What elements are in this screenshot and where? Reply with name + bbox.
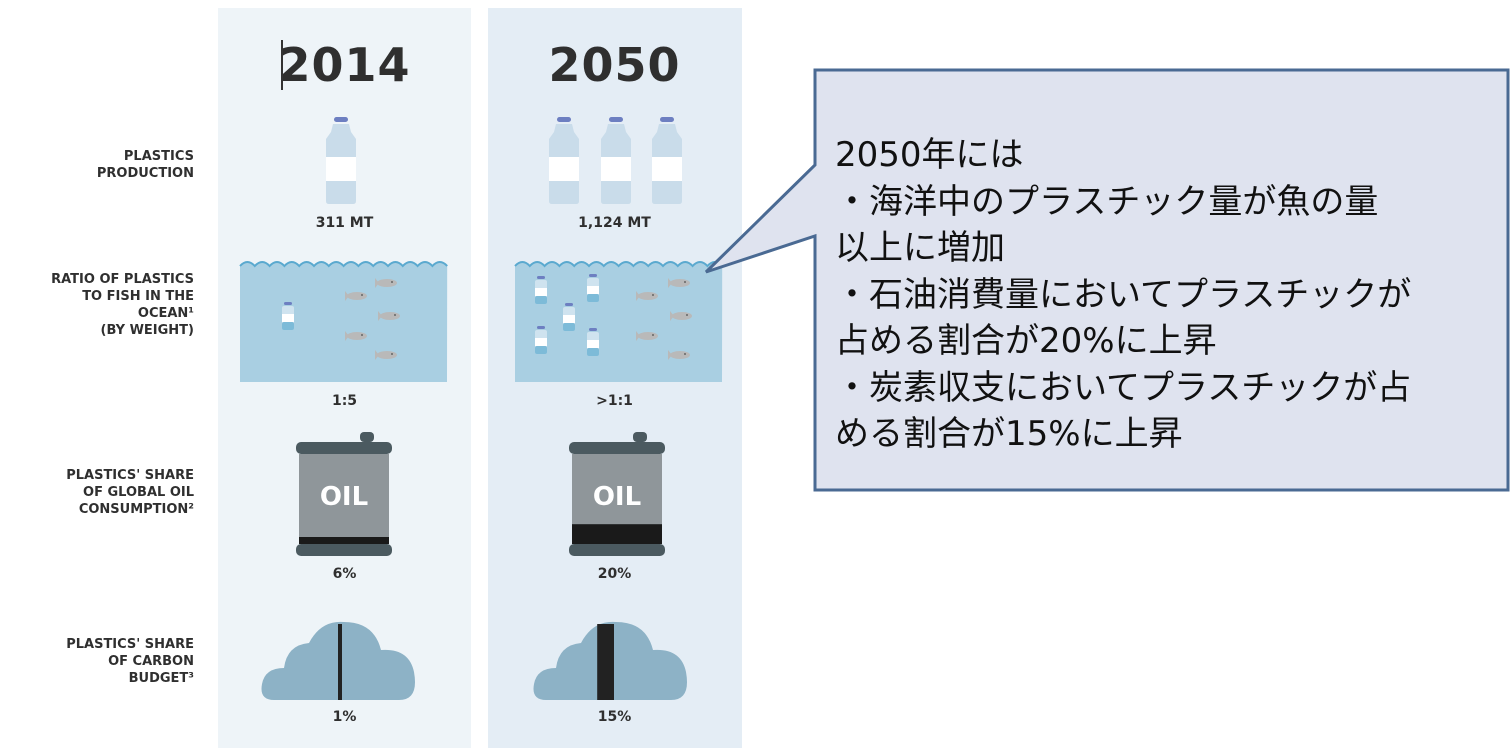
oil-barrel-icon-2014: OIL — [296, 432, 392, 556]
fish-icon — [375, 278, 397, 288]
year-heading-2014: 2014 — [278, 38, 411, 92]
fish-icon — [636, 291, 658, 301]
ratio-value-2014: 1:5 — [331, 393, 358, 409]
row-label-oil: PLASTICS' SHARE OF GLOBAL OIL CONSUMPTIO… — [66, 468, 194, 517]
row-label-production: PLASTICS PRODUCTION — [96, 149, 194, 181]
bottle-icon — [326, 117, 356, 204]
cloud-icon-2014 — [261, 621, 415, 700]
callout-text: 2050年には ・海洋中のプラスチック量が魚の量 以上に増加 ・石油消費量におい… — [835, 135, 1412, 454]
bottle-icon-3 — [652, 117, 682, 204]
year-heading-2050: 2050 — [548, 38, 681, 92]
text-cursor — [281, 40, 283, 90]
bottle-icon-2 — [601, 117, 631, 204]
bottle-icon-1 — [549, 117, 579, 204]
fish-icon — [636, 331, 658, 341]
ocean-panel-2014 — [239, 261, 448, 382]
oil-barrel-icon-2050: OIL — [569, 432, 665, 556]
cloud-icon-2050 — [533, 621, 687, 700]
fish-icon — [378, 311, 400, 321]
oil-label: OIL — [320, 482, 368, 512]
row-label-ratio: RATIO OF PLASTICS TO FISH IN THE OCEAN¹ … — [51, 272, 194, 338]
fish-icon — [375, 350, 397, 360]
carbon-value-2050: 15% — [597, 709, 632, 725]
fish-icon — [670, 311, 692, 321]
ocean-panel-2050 — [514, 261, 723, 382]
ratio-value-2050: >1:1 — [596, 393, 633, 409]
row-label-carbon: PLASTICS' SHARE OF CARBON BUDGET³ — [66, 637, 194, 686]
production-value-2014: 311 MT — [315, 215, 374, 231]
fish-icon — [668, 278, 690, 288]
fish-icon — [668, 350, 690, 360]
fish-icon — [345, 291, 367, 301]
fish-icon — [345, 331, 367, 341]
callout-box — [704, 68, 1510, 492]
oil-label: OIL — [593, 482, 641, 512]
oil-value-2050: 20% — [597, 566, 632, 582]
oil-value-2014: 6% — [332, 566, 357, 582]
carbon-value-2014: 1% — [332, 709, 357, 725]
production-value-2050: 1,124 MT — [578, 215, 651, 231]
